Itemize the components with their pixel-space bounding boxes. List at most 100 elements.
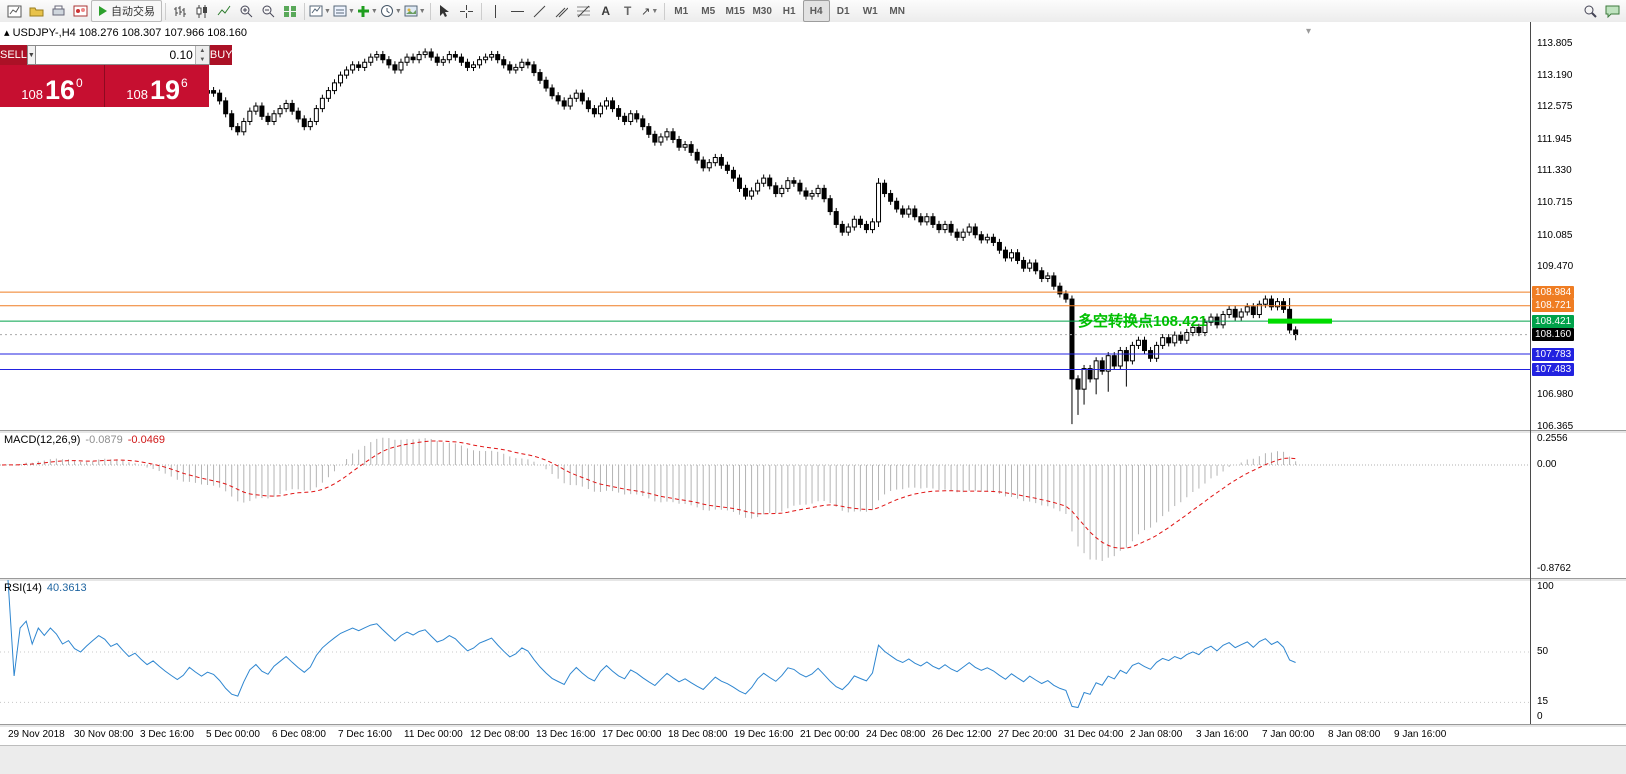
horizontal-line-button[interactable] bbox=[507, 0, 529, 22]
time-axis-label: 26 Dec 12:00 bbox=[932, 729, 992, 740]
print-icon[interactable] bbox=[47, 0, 69, 22]
main-toolbar: 自动交易 ▼ ▼ ▼ ▼ ▼ bbox=[0, 0, 1626, 23]
bid-price-button[interactable]: 108 16 0 bbox=[0, 65, 105, 107]
chevron-down-icon: ▼ bbox=[418, 7, 426, 15]
timeframe-m30[interactable]: M30 bbox=[752, 5, 772, 17]
timeframe-d1[interactable]: D1 bbox=[836, 5, 850, 17]
line-chart-button[interactable] bbox=[213, 0, 235, 22]
label-tool-icon: T bbox=[624, 4, 632, 18]
zoom-out-button[interactable] bbox=[257, 0, 279, 22]
timeframe-m1[interactable]: M1 bbox=[674, 5, 689, 17]
time-axis-label: 18 Dec 08:00 bbox=[668, 729, 728, 740]
toolbar-separator bbox=[480, 2, 482, 20]
add-indicator-button[interactable]: ▼ bbox=[356, 0, 379, 22]
time-axis[interactable]: 29 Nov 2018 30 Nov 08:00 3 Dec 16:00 5 Dec … bbox=[0, 727, 1530, 743]
chart-title-text: USDJPY-,H4 108.276 108.307 107.966 108.1… bbox=[12, 27, 248, 39]
svg-text:多空转换点108.421: 多空转换点108.421 bbox=[1078, 312, 1207, 330]
scroll-to-end-icon[interactable]: ▾ bbox=[1306, 26, 1312, 37]
search-button[interactable] bbox=[1579, 0, 1601, 22]
panel-separator[interactable] bbox=[0, 578, 1626, 581]
arrow-tool-icon: ↗ bbox=[641, 5, 651, 18]
time-axis-label: 2 Jan 08:00 bbox=[1130, 729, 1183, 740]
time-axis-label: 7 Jan 00:00 bbox=[1262, 729, 1315, 740]
buy-button[interactable]: BUY bbox=[209, 45, 233, 65]
sell-button[interactable]: SELL bbox=[0, 45, 27, 65]
time-axis-label: 3 Jan 16:00 bbox=[1196, 729, 1249, 740]
chart-profiles-button[interactable]: ▼ bbox=[332, 0, 356, 22]
rsi-value: 40.3613 bbox=[46, 582, 87, 594]
chat-button[interactable] bbox=[1601, 0, 1623, 22]
volume-up-icon[interactable]: ▲ bbox=[195, 46, 209, 55]
price-axis-label: 106.980 bbox=[1537, 389, 1574, 400]
rsi-canvas[interactable] bbox=[0, 580, 1530, 724]
time-axis-label: 13 Dec 16:00 bbox=[536, 729, 596, 740]
chart-window[interactable]: ▴ USDJPY-,H4 108.276 108.307 107.966 108… bbox=[0, 22, 1626, 745]
timeframe-m15[interactable]: M15 bbox=[725, 5, 745, 17]
candlestick-button[interactable] bbox=[191, 0, 213, 22]
macd-main-value: -0.0879 bbox=[85, 434, 123, 446]
bar-chart-button[interactable] bbox=[169, 0, 191, 22]
timeframe-h1[interactable]: H1 bbox=[782, 5, 796, 17]
price-axis-label: 113.190 bbox=[1537, 70, 1573, 81]
time-axis-separator bbox=[0, 724, 1626, 727]
timeframe-w1[interactable]: W1 bbox=[862, 5, 878, 17]
time-axis-label: 31 Dec 04:00 bbox=[1064, 729, 1124, 740]
vertical-line-button[interactable] bbox=[485, 0, 507, 22]
zoom-in-button[interactable] bbox=[235, 0, 257, 22]
new-chart-icon[interactable] bbox=[3, 0, 25, 22]
timeframe-mn[interactable]: MN bbox=[889, 5, 905, 17]
price-axis-label: 110.715 bbox=[1537, 197, 1573, 208]
cursor-button[interactable] bbox=[434, 0, 456, 22]
price-axis-label: 111.945 bbox=[1537, 134, 1572, 145]
chart-title: ▴ USDJPY-,H4 108.276 108.307 107.966 108… bbox=[4, 26, 247, 39]
ask-price-button[interactable]: 108 19 6 bbox=[105, 65, 209, 107]
timeframe-h4[interactable]: H4 bbox=[802, 0, 830, 22]
rsi-axis-label: 0 bbox=[1537, 711, 1543, 722]
toolbar-separator bbox=[304, 2, 305, 20]
time-axis-label: 24 Dec 08:00 bbox=[866, 729, 926, 740]
price-axis-label: 110.085 bbox=[1537, 230, 1573, 241]
volume-input[interactable] bbox=[35, 46, 195, 64]
chart-window-dropdown-button[interactable]: ▼ bbox=[308, 0, 332, 22]
channel-button[interactable] bbox=[551, 0, 573, 22]
panel-separator[interactable] bbox=[0, 430, 1626, 433]
price-axis-label: 106.365 bbox=[1537, 421, 1574, 432]
periods-button[interactable]: ▼ bbox=[379, 0, 403, 22]
macd-axis-label: -0.8762 bbox=[1537, 563, 1571, 574]
macd-canvas[interactable] bbox=[0, 432, 1530, 578]
time-axis-label: 30 Nov 08:00 bbox=[74, 729, 134, 740]
time-axis-label: 29 Nov 2018 bbox=[8, 729, 65, 740]
expert-advisor-icon[interactable] bbox=[69, 0, 91, 22]
arrows-button[interactable]: ↗ ▼ bbox=[639, 0, 661, 22]
bid-pips: 16 bbox=[44, 75, 76, 106]
rsi-header: RSI(14) 40.3613 bbox=[4, 582, 87, 594]
volume-down-icon[interactable]: ▼ bbox=[195, 55, 209, 64]
one-click-collapse-icon[interactable]: ▴ bbox=[4, 27, 10, 39]
chevron-down-icon: ▼ bbox=[394, 7, 402, 15]
tile-windows-button[interactable] bbox=[279, 0, 301, 22]
trendline-button[interactable] bbox=[529, 0, 551, 22]
rsi-name: RSI(14) bbox=[4, 582, 42, 594]
autotrading-button[interactable]: 自动交易 bbox=[91, 0, 162, 22]
rsi-axis-label: 100 bbox=[1537, 581, 1554, 592]
label-button[interactable]: T bbox=[617, 0, 639, 22]
price-axis-label: 111.330 bbox=[1537, 165, 1572, 176]
time-axis-label: 8 Jan 08:00 bbox=[1328, 729, 1381, 740]
price-axis-label: 113.805 bbox=[1537, 38, 1573, 49]
chevron-down-icon: ▼ bbox=[370, 7, 378, 15]
bid-prefix: 108 bbox=[21, 86, 43, 102]
volume-dropdown-button[interactable]: ▼ bbox=[26, 45, 35, 65]
ask-pips: 19 bbox=[149, 75, 181, 106]
macd-axis-label: 0.00 bbox=[1537, 458, 1557, 470]
templates-button[interactable]: ▼ bbox=[403, 0, 427, 22]
price-badge: 107.483 bbox=[1532, 363, 1575, 376]
price-badge: 108.421 bbox=[1532, 315, 1575, 328]
profiles-icon[interactable] bbox=[25, 0, 47, 22]
fibonacci-button[interactable] bbox=[573, 0, 595, 22]
crosshair-button[interactable] bbox=[456, 0, 478, 22]
timeframe-m5[interactable]: M5 bbox=[701, 5, 716, 17]
toolbar-separator bbox=[429, 2, 431, 20]
price-axis[interactable]: 108.984 108.721 108.421 108.160 107.783 107.4… bbox=[1531, 22, 1626, 724]
price-chart-canvas[interactable]: 多空转换点108.421 bbox=[0, 22, 1530, 430]
text-button[interactable]: A bbox=[595, 0, 617, 22]
